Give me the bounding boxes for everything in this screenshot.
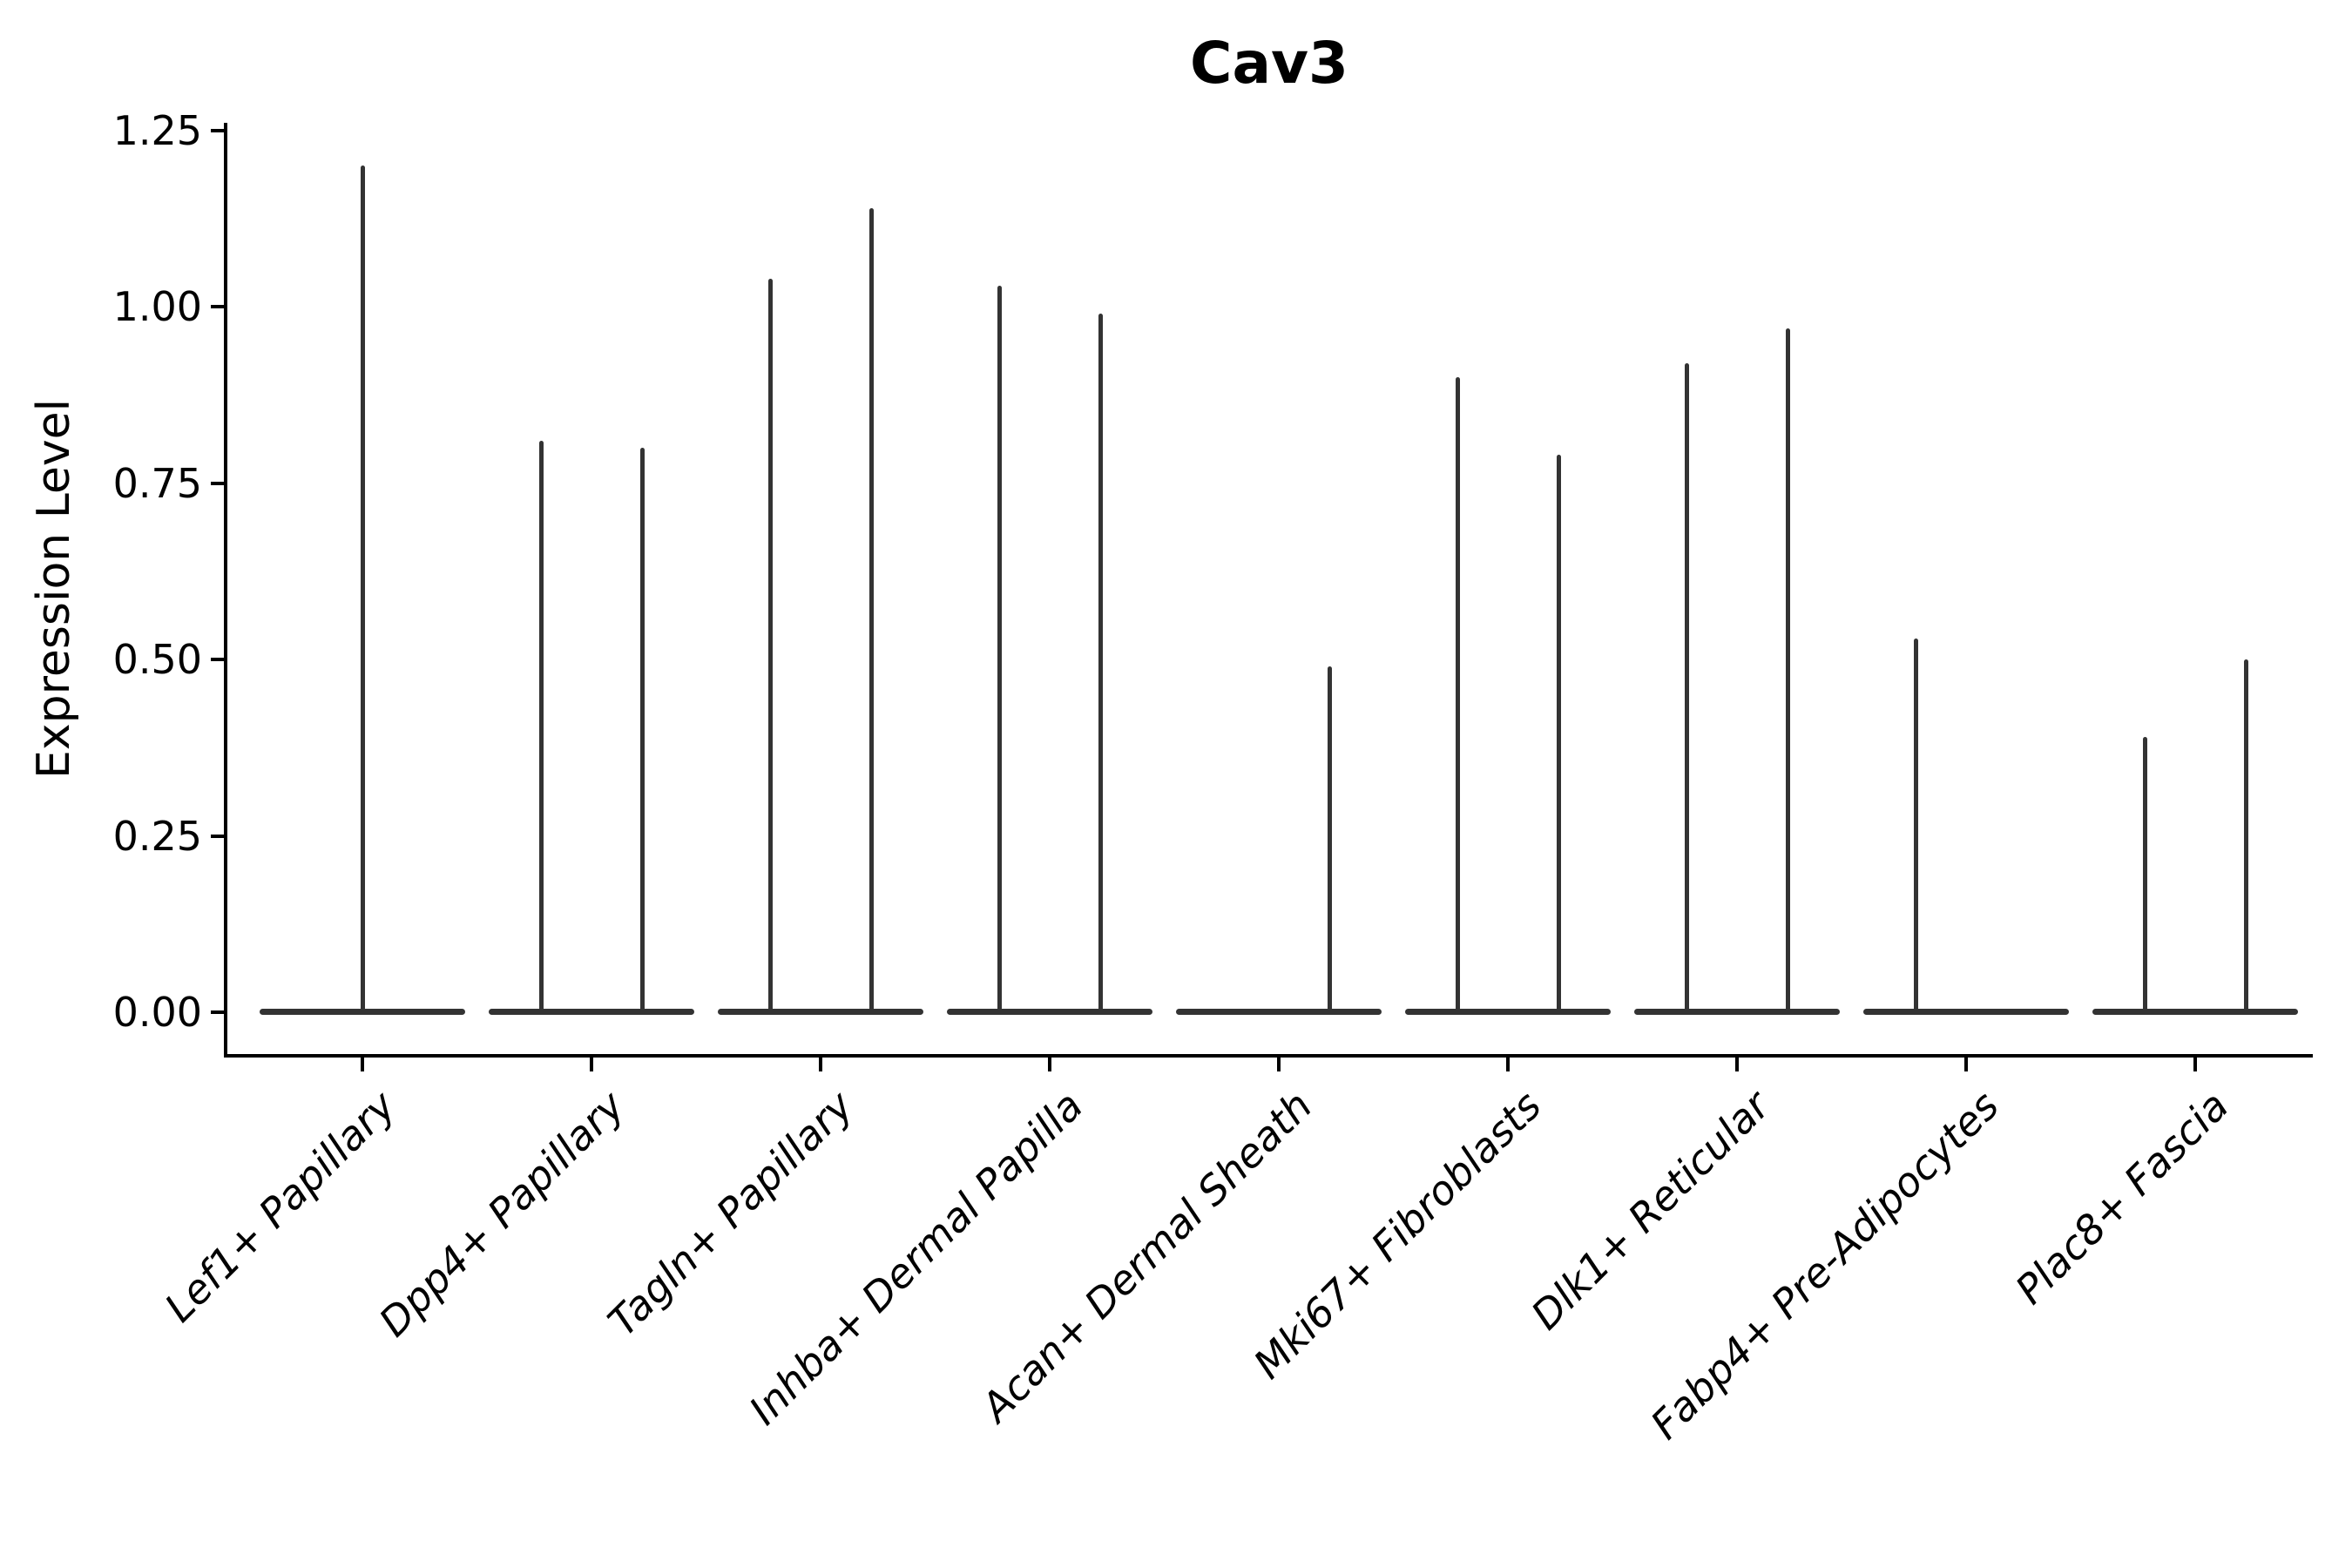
y-tick-mark: [211, 834, 225, 838]
violin-spike: [1785, 328, 1790, 1012]
y-tick-label: 1.00: [112, 283, 202, 331]
violin-spike: [868, 208, 874, 1012]
violin-spike: [2243, 659, 2248, 1012]
x-tick-label: Dlk1+ Reticular: [1522, 1082, 1780, 1339]
x-tick-label: Lef1+ Papillary: [155, 1082, 405, 1331]
violin-spike: [1098, 314, 1103, 1012]
violin-spike: [1455, 377, 1460, 1012]
x-tick-mark: [1506, 1058, 1510, 1071]
x-tick-mark: [1048, 1058, 1051, 1071]
plot-title: Cav3: [1190, 30, 1348, 97]
violin-spike: [360, 166, 365, 1012]
violin-base: [1634, 1009, 1840, 1015]
violin-spike: [997, 286, 1002, 1012]
y-tick-mark: [211, 481, 225, 485]
violin-base: [1863, 1009, 2069, 1015]
x-axis-spine: [224, 1054, 2313, 1058]
x-tick-mark: [1964, 1058, 1968, 1071]
y-tick-label: 0.00: [112, 989, 202, 1036]
y-tick-label: 0.75: [112, 459, 202, 507]
x-tick-label: Dpp4+ Papillary: [369, 1082, 634, 1346]
violin-spike: [1684, 363, 1689, 1012]
violin-spike: [1327, 666, 1332, 1012]
violin-spike: [767, 279, 773, 1012]
violin-base: [1176, 1009, 1382, 1015]
y-tick-mark: [211, 305, 225, 309]
x-tick-label: Plac8+ Fascia: [2005, 1082, 2238, 1314]
x-tick-mark: [1735, 1058, 1739, 1071]
y-axis-spine: [224, 123, 227, 1058]
y-tick-label: 0.25: [112, 812, 202, 860]
y-tick-label: 0.50: [112, 636, 202, 684]
y-tick-mark: [211, 1010, 225, 1014]
violin-spike: [538, 441, 544, 1012]
y-tick-mark: [211, 658, 225, 662]
violin-spike: [1913, 638, 1918, 1012]
violin-spike: [639, 448, 645, 1012]
y-tick-mark: [211, 129, 225, 132]
x-tick-mark: [361, 1058, 364, 1071]
violin-base: [1405, 1009, 1611, 1015]
x-tick-label: Tagln+ Papillary: [598, 1082, 863, 1346]
violin-spike: [2142, 737, 2147, 1012]
violin-base: [2092, 1009, 2298, 1015]
violin-base: [947, 1009, 1152, 1015]
x-tick-mark: [1277, 1058, 1281, 1071]
x-tick-mark: [590, 1058, 593, 1071]
y-axis-title: Expression Level: [28, 398, 80, 780]
y-tick-label: 1.25: [112, 107, 202, 154]
violin-base: [489, 1009, 694, 1015]
x-tick-mark: [819, 1058, 822, 1071]
violin-base: [718, 1009, 923, 1015]
x-tick-mark: [2193, 1058, 2197, 1071]
violin-spike: [1556, 455, 1561, 1012]
